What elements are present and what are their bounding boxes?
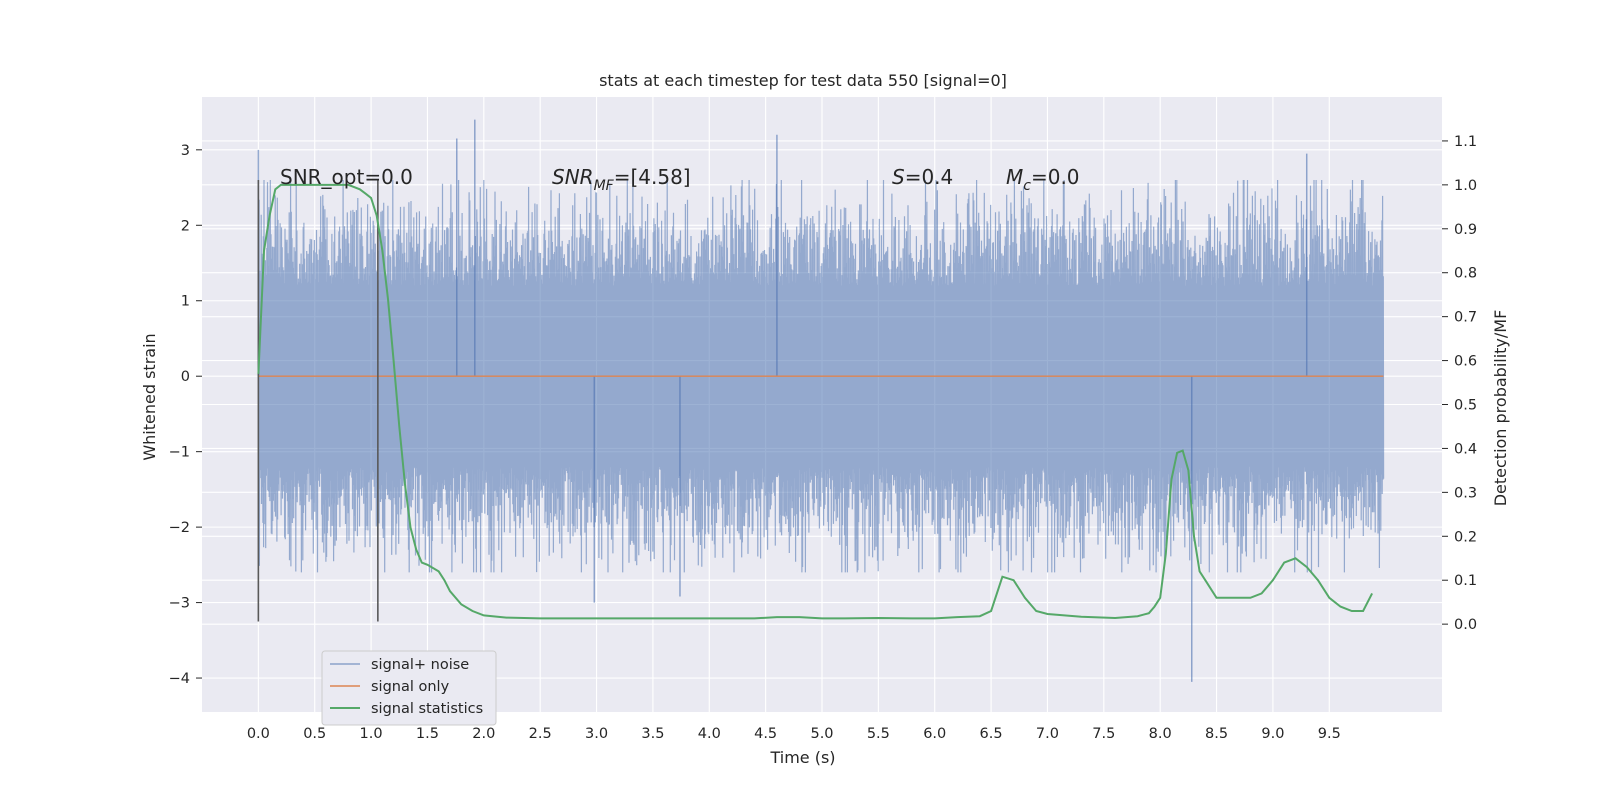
y2-tick-label: 0.4 <box>1454 441 1477 457</box>
vertical-markers <box>257 180 379 622</box>
annotation-mc: Mc=0.0 <box>1006 165 1080 194</box>
annotation-mc-sub: c <box>1023 178 1031 194</box>
annotation-s: S=0.4 <box>892 165 953 189</box>
signal-statistics-series <box>257 183 1373 620</box>
y2-tick-label: 0.1 <box>1454 573 1477 589</box>
y-tick-label: 2 <box>181 218 190 234</box>
y2-tick-label: 0.3 <box>1454 485 1477 501</box>
y2-tick-label: 0.2 <box>1454 529 1477 545</box>
annotation-s-symbol: S <box>892 165 905 189</box>
annotation-s-value: =0.4 <box>905 165 954 189</box>
y-tick-label: −3 <box>169 596 190 612</box>
y2-tick-label: 1.0 <box>1454 178 1477 194</box>
x-tick-label: 2.5 <box>529 726 552 742</box>
y-axis-label: Whitened strain <box>140 333 159 460</box>
legend-label-signal: signal only <box>371 679 450 695</box>
x-tick-label: 0.0 <box>247 726 270 742</box>
legend-label-noise: signal+ noise <box>371 657 469 673</box>
x-tick-label: 9.0 <box>1261 726 1284 742</box>
x-axis-label: Time (s) <box>769 748 835 767</box>
x-tick-label: 2.0 <box>472 726 495 742</box>
x-tick-label: 5.0 <box>810 726 833 742</box>
x-tick-label: 1.5 <box>416 726 439 742</box>
y-tick-label: −2 <box>169 520 190 536</box>
y-tick-label: 1 <box>181 294 190 310</box>
annotation-snr-mf-base: SNR <box>552 165 594 189</box>
annotation-snr-mf-sub: MF <box>594 178 615 194</box>
legend: signal+ noise signal only signal statist… <box>321 650 497 726</box>
annotation-snr-opt: SNR_opt=0.0 <box>280 165 413 189</box>
annotation-mc-base: M <box>1006 165 1023 189</box>
noise-trace <box>257 179 1385 573</box>
y2-tick-label: 0.0 <box>1454 617 1477 633</box>
annotation-mc-rest: =0.0 <box>1031 165 1080 189</box>
chart-title: stats at each timestep for test data 550… <box>599 71 1007 90</box>
x-tick-label: 6.0 <box>923 726 946 742</box>
x-tick-label: 8.5 <box>1205 726 1228 742</box>
x-tick-label: 1.0 <box>360 726 383 742</box>
y2-tick-label: 0.9 <box>1454 222 1477 238</box>
y2-axis-label: Detection probability/MF <box>1491 310 1510 507</box>
y-tick-label: −4 <box>169 671 190 687</box>
x-tick-label: 3.0 <box>585 726 608 742</box>
x-tick-label: 0.5 <box>303 726 326 742</box>
y-tick-label: 3 <box>181 143 190 159</box>
annotation-snr-mf-rest: =[4.58] <box>614 165 691 189</box>
legend-box <box>321 650 497 726</box>
x-tick-label: 7.5 <box>1092 726 1115 742</box>
y-tick-labels: 3 2 1 0 −1 −2 −3 −4 <box>169 143 202 687</box>
y2-tick-label: 0.5 <box>1454 398 1477 414</box>
x-tick-label: 9.5 <box>1318 726 1341 742</box>
x-tick-label: 4.5 <box>754 726 777 742</box>
y2-tick-label: 1.1 <box>1454 134 1477 150</box>
x-tick-label: 5.5 <box>867 726 890 742</box>
legend-label-stats: signal statistics <box>371 701 483 717</box>
x-tick-label: 7.0 <box>1036 726 1059 742</box>
y-tick-label: −1 <box>169 445 190 461</box>
y2-tick-label: 0.7 <box>1454 310 1477 326</box>
y2-tick-label: 0.8 <box>1454 266 1477 282</box>
x-tick-label: 6.5 <box>980 726 1003 742</box>
annotation-snr-mf: SNRMF=[4.58] <box>552 165 691 194</box>
x-tick-labels: 0.0 0.5 1.0 1.5 2.0 2.5 3.0 3.5 4.0 4.5 5.0 5.5 6.0 6… <box>247 726 1341 742</box>
x-tick-label: 4.0 <box>698 726 721 742</box>
x-tick-label: 8.0 <box>1149 726 1172 742</box>
y2-tick-labels: 1.1 1.0 0.9 0.8 0.7 0.6 0.5 0.4 0.3 0.2 0.1 0.0 <box>1442 134 1477 633</box>
y2-tick-label: 0.6 <box>1454 354 1477 370</box>
x-tick-label: 3.5 <box>641 726 664 742</box>
y-tick-label: 0 <box>181 369 190 385</box>
signal-statistics-line <box>257 183 1373 620</box>
